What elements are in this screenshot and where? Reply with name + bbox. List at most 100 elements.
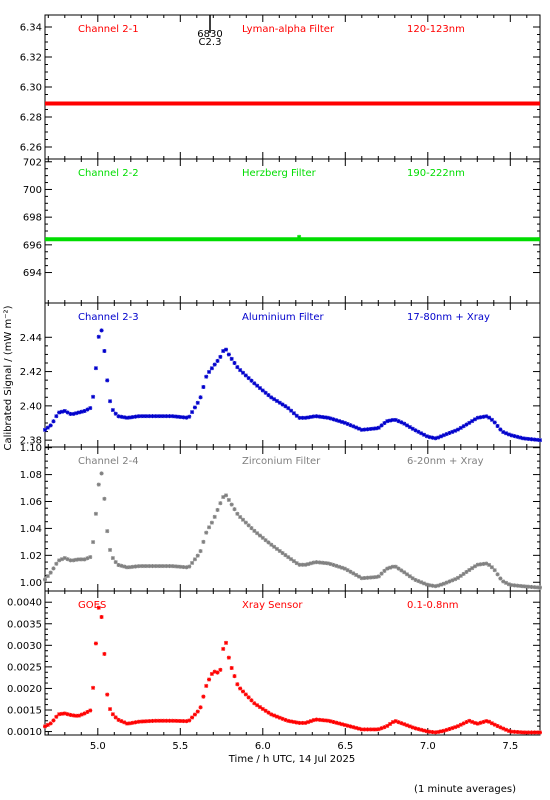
data-point <box>376 574 381 579</box>
panel-frame <box>44 446 541 592</box>
panel-5: 0.0010 0.0015 0.0020 0.0025 0.0030 0.0035 0.00… <box>7 590 542 738</box>
data-point <box>195 553 200 558</box>
data-point <box>249 526 254 531</box>
data-point <box>232 674 237 679</box>
data-point <box>187 564 192 569</box>
y-tick-label: 0.0020 <box>7 684 42 695</box>
event-marker-label-top: 6830 <box>197 29 222 40</box>
data-point <box>342 722 347 727</box>
data-point <box>430 435 435 440</box>
data-point <box>127 721 132 726</box>
panel-label: Channel 2-2 <box>78 168 139 179</box>
data-point <box>291 719 296 724</box>
data-series <box>45 234 540 242</box>
data-point <box>54 414 59 419</box>
data-point <box>277 548 282 553</box>
data-point <box>204 530 209 535</box>
y-tick-label: 1.04 <box>20 524 42 535</box>
data-point <box>204 683 209 688</box>
data-point <box>201 385 206 389</box>
data-point <box>283 553 288 558</box>
data-point <box>190 715 195 720</box>
data-series <box>43 328 542 443</box>
data-point <box>289 719 294 724</box>
data-point <box>266 710 271 715</box>
data-point <box>198 549 203 554</box>
data-point <box>470 566 475 571</box>
panel-label: 190-222nm <box>407 168 465 179</box>
data-point <box>207 369 212 374</box>
data-point <box>229 665 234 670</box>
data-point <box>212 514 217 519</box>
data-point <box>190 560 195 565</box>
footnote: (1 minute averages) <box>414 784 516 795</box>
y-tick-label: 0.0035 <box>7 619 42 630</box>
data-point <box>249 378 254 383</box>
data-point <box>105 378 110 383</box>
data-point <box>102 651 107 656</box>
data-point <box>277 400 282 405</box>
panel-label: Channel 2-3 <box>78 312 139 323</box>
data-point <box>198 705 203 710</box>
data-point <box>424 582 429 587</box>
data-point <box>489 565 494 570</box>
data-point <box>96 605 101 610</box>
data-point <box>416 727 421 732</box>
data-point <box>232 361 237 365</box>
data-point <box>113 560 118 565</box>
data-point <box>461 571 466 576</box>
data-point <box>102 496 107 501</box>
data-point <box>311 718 316 723</box>
panel-4: 1.00 1.02 1.04 1.06 1.08 1.10 Channel 2-4 Zirco… <box>20 443 542 592</box>
y-tick-label: 694 <box>23 268 42 279</box>
panel-frame <box>44 590 541 736</box>
data-point <box>286 555 291 560</box>
panel-label: 17-80nm + Xray <box>407 312 490 323</box>
data-point <box>495 572 500 577</box>
data-point <box>478 415 483 420</box>
data-point <box>130 720 135 725</box>
data-point <box>91 685 96 690</box>
data-point <box>187 414 192 419</box>
data-point <box>235 365 240 370</box>
y-tick-label: 1.08 <box>20 470 42 481</box>
data-point <box>43 577 47 582</box>
data-point <box>478 562 483 567</box>
y-tick-label: 1.00 <box>20 578 42 589</box>
data-point <box>263 708 268 713</box>
y-tick-label: 2.44 <box>20 333 42 344</box>
data-point <box>110 712 115 717</box>
data-point <box>255 703 260 708</box>
data-point <box>116 414 121 419</box>
data-point <box>325 415 330 420</box>
y-tick-label: 6.34 <box>20 23 42 34</box>
data-point <box>458 573 463 578</box>
data-point <box>65 712 70 717</box>
data-point <box>538 730 542 735</box>
data-point <box>93 511 98 516</box>
y-tick-label: 1.10 <box>20 443 42 454</box>
y-tick-label: 2.38 <box>20 436 42 447</box>
data-point <box>489 417 494 422</box>
data-point <box>99 614 104 619</box>
y-tick-label: 0.0010 <box>7 727 42 738</box>
data-point <box>506 728 511 733</box>
data-point <box>187 718 192 723</box>
data-point <box>274 546 279 551</box>
data-point <box>260 706 265 711</box>
data-point <box>209 520 214 525</box>
data-point <box>356 426 361 431</box>
data-point <box>238 515 243 520</box>
data-point <box>91 394 96 399</box>
data-point <box>110 556 115 561</box>
data-point <box>243 520 248 525</box>
data-point <box>246 695 251 700</box>
data-point <box>218 501 223 506</box>
data-point <box>192 557 197 562</box>
data-point <box>495 423 500 428</box>
y-tick-label: 702 <box>23 157 42 168</box>
data-point <box>243 373 248 378</box>
data-point <box>280 402 285 407</box>
data-point <box>498 427 503 432</box>
data-point <box>224 640 229 645</box>
